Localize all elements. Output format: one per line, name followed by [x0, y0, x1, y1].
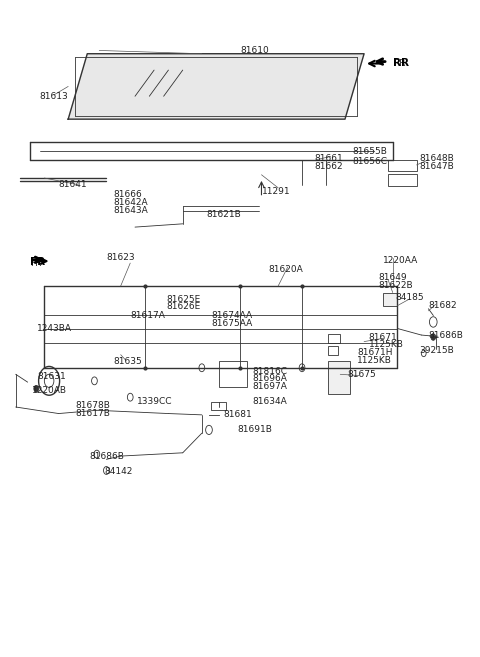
Text: 81686B: 81686B	[429, 330, 463, 340]
Text: 81674AA: 81674AA	[211, 311, 252, 320]
Bar	[383, 292, 397, 306]
Text: 81666: 81666	[114, 190, 142, 199]
Text: 81623: 81623	[107, 254, 135, 262]
Text: 81641: 81641	[59, 180, 87, 189]
Text: 81643A: 81643A	[114, 206, 148, 215]
Text: 1125KB: 1125KB	[369, 340, 404, 350]
Text: 1243BA: 1243BA	[37, 324, 72, 333]
Text: 81675AA: 81675AA	[211, 319, 252, 328]
Text: 81678B: 81678B	[75, 401, 110, 410]
Text: 81682: 81682	[429, 301, 457, 310]
Text: RR: RR	[393, 59, 405, 68]
Text: 81631: 81631	[37, 372, 66, 381]
Text: 81621B: 81621B	[206, 210, 241, 219]
Text: 1220AA: 1220AA	[383, 256, 419, 265]
Bar	[388, 160, 417, 171]
Text: 81626E: 81626E	[166, 302, 200, 311]
Text: 81634A: 81634A	[252, 397, 287, 406]
Text: 81620A: 81620A	[269, 265, 303, 274]
Text: RR: RR	[393, 58, 408, 68]
Text: 84185: 84185	[395, 292, 424, 302]
Text: 81662: 81662	[314, 162, 343, 171]
Text: 81816C: 81816C	[252, 367, 287, 376]
Bar	[388, 174, 417, 186]
Text: 39215B: 39215B	[419, 346, 454, 355]
Circle shape	[34, 386, 38, 392]
Text: 81613: 81613	[39, 92, 68, 101]
Text: 11291: 11291	[262, 187, 290, 196]
Text: 1125KB: 1125KB	[357, 356, 392, 365]
Text: 81671: 81671	[369, 332, 397, 342]
Text: 81697A: 81697A	[252, 382, 287, 391]
Bar	[218, 361, 247, 388]
Polygon shape	[68, 54, 364, 119]
Text: 84142: 84142	[104, 466, 132, 476]
Text: 1339CC: 1339CC	[137, 397, 173, 406]
Text: 81675: 81675	[348, 370, 376, 379]
Bar	[211, 403, 226, 410]
Text: 81686B: 81686B	[90, 451, 124, 461]
Text: 81617A: 81617A	[130, 311, 165, 320]
Text: 81625E: 81625E	[166, 294, 200, 304]
Text: 81610: 81610	[240, 46, 269, 55]
Text: 81671H: 81671H	[357, 348, 393, 357]
Text: FR: FR	[30, 257, 45, 267]
Text: 81648B: 81648B	[419, 154, 454, 163]
Text: 81696A: 81696A	[252, 374, 287, 384]
Text: 81691B: 81691B	[238, 425, 273, 434]
Text: 81649: 81649	[378, 273, 407, 282]
Bar	[328, 346, 338, 355]
Text: 81661: 81661	[314, 154, 343, 163]
Text: 81656C: 81656C	[352, 157, 387, 166]
Circle shape	[431, 334, 436, 340]
Text: 81635: 81635	[114, 357, 142, 366]
Text: 1220AB: 1220AB	[33, 386, 67, 395]
Text: 81681: 81681	[223, 411, 252, 419]
Bar	[328, 334, 340, 343]
Bar	[328, 361, 350, 394]
Text: FR: FR	[30, 259, 41, 267]
Text: 81642A: 81642A	[114, 198, 148, 207]
Text: 81622B: 81622B	[378, 281, 413, 290]
Text: 81617B: 81617B	[75, 409, 110, 418]
Text: 81655B: 81655B	[352, 147, 387, 156]
Text: 81647B: 81647B	[419, 162, 454, 171]
